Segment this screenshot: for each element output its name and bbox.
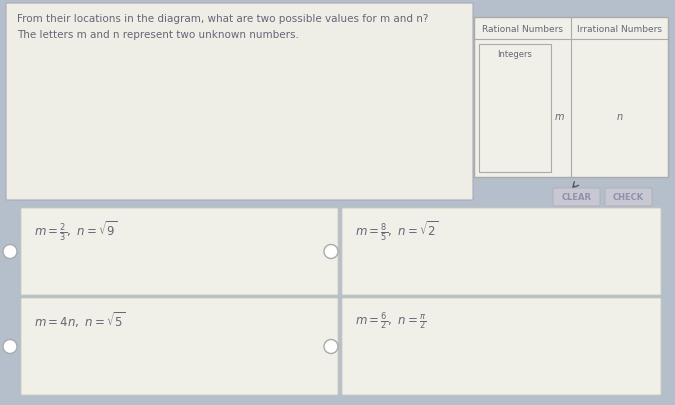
Circle shape (3, 340, 17, 354)
Text: $m = \frac{6}{2},\ n = \frac{\pi}{2}$: $m = \frac{6}{2},\ n = \frac{\pi}{2}$ (355, 309, 427, 331)
Circle shape (324, 245, 338, 259)
Text: $m = \frac{8}{5},\ n = \sqrt{2}$: $m = \frac{8}{5},\ n = \sqrt{2}$ (355, 220, 439, 243)
FancyBboxPatch shape (21, 298, 338, 395)
Text: Rational Numbers: Rational Numbers (482, 24, 563, 34)
Text: Irrational Numbers: Irrational Numbers (577, 24, 662, 34)
FancyBboxPatch shape (342, 298, 661, 395)
Text: The letters m and n represent two unknown numbers.: The letters m and n represent two unknow… (17, 30, 299, 40)
Text: n: n (616, 112, 622, 122)
Text: $m = 4n,\ n = \sqrt{5}$: $m = 4n,\ n = \sqrt{5}$ (34, 309, 126, 329)
Text: $m = \frac{2}{3},\ n = \sqrt{9}$: $m = \frac{2}{3},\ n = \sqrt{9}$ (34, 220, 117, 243)
FancyBboxPatch shape (474, 18, 668, 177)
FancyBboxPatch shape (479, 45, 551, 173)
Text: Integers: Integers (497, 50, 533, 59)
FancyBboxPatch shape (21, 209, 338, 295)
Text: m: m (554, 112, 564, 122)
FancyBboxPatch shape (605, 189, 652, 207)
Circle shape (3, 245, 17, 259)
FancyBboxPatch shape (553, 189, 600, 207)
Text: CLEAR: CLEAR (562, 193, 591, 202)
Circle shape (324, 340, 338, 354)
FancyBboxPatch shape (6, 4, 473, 200)
FancyBboxPatch shape (342, 209, 661, 295)
Text: From their locations in the diagram, what are two possible values for m and n?: From their locations in the diagram, wha… (17, 14, 429, 24)
Text: CHECK: CHECK (613, 193, 644, 202)
